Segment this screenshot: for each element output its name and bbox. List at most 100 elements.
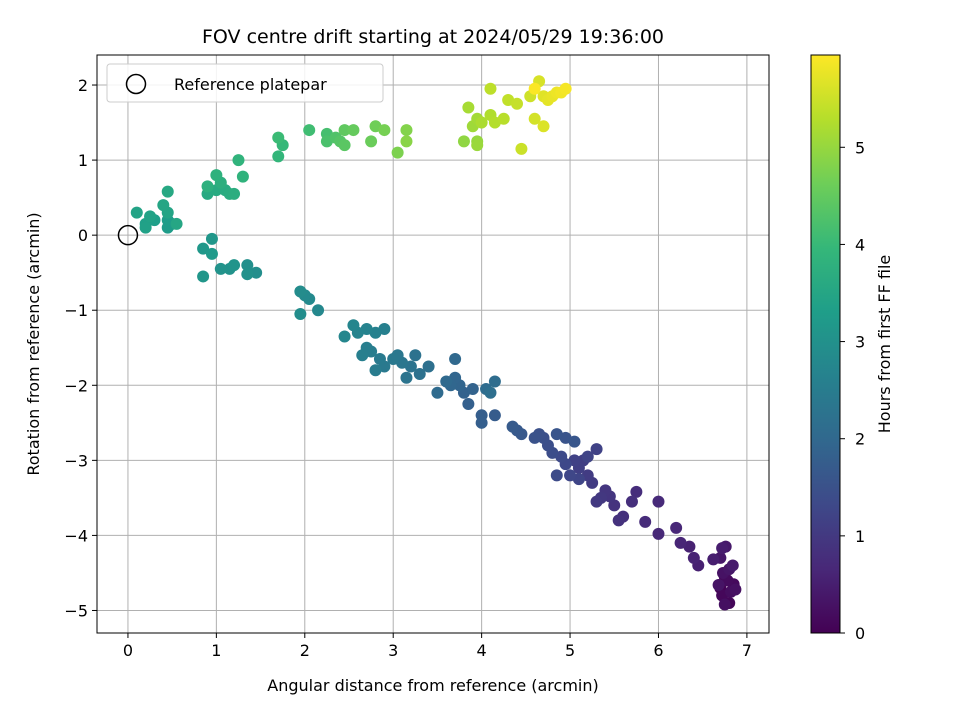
data-point — [391, 146, 404, 159]
x-axis-ticks: 0 1 2 3 4 5 6 7 — [123, 633, 752, 660]
data-point — [369, 364, 382, 377]
data-point — [236, 170, 249, 183]
data-point — [670, 521, 683, 534]
legend-reference-marker — [125, 73, 147, 95]
data-point — [687, 551, 700, 564]
colorbar-gradient — [811, 55, 840, 633]
data-point — [161, 185, 174, 198]
data-point — [511, 97, 523, 110]
data-point — [338, 124, 351, 137]
data-point — [303, 124, 316, 137]
x-tick-label: 5 — [565, 641, 575, 660]
data-point — [550, 428, 563, 441]
data-point — [431, 386, 444, 399]
data-point — [550, 469, 563, 482]
data-point — [537, 120, 550, 133]
data-point — [365, 135, 378, 148]
data-point — [564, 469, 577, 482]
colorbar-ticks: 0 1 2 3 4 5 — [840, 138, 865, 643]
data-point — [294, 285, 307, 298]
y-tick-label: −2 — [64, 376, 88, 395]
colorbar-label: Hours from first FF file — [875, 255, 894, 434]
data-point — [294, 307, 307, 320]
plot-frame — [96, 54, 770, 634]
data-point — [241, 268, 254, 281]
data-point — [559, 82, 572, 95]
data-point — [630, 485, 643, 498]
data-point — [497, 112, 510, 125]
data-point — [338, 330, 351, 343]
x-tick-label: 2 — [300, 641, 310, 660]
data-point — [462, 398, 475, 411]
y-tick-label: −5 — [64, 601, 88, 620]
data-point — [139, 221, 152, 234]
legend-box — [106, 63, 384, 103]
data-point — [484, 386, 497, 399]
data-point — [338, 139, 351, 152]
x-tick-label: 7 — [742, 641, 752, 660]
x-tick-label: 6 — [653, 641, 663, 660]
data-point — [413, 368, 426, 381]
data-point — [312, 304, 325, 317]
data-point — [590, 495, 603, 508]
data-point — [612, 514, 625, 527]
data-point — [205, 247, 218, 260]
y-tick-label: 1 — [78, 151, 88, 170]
colorbar-tick-label: 2 — [855, 430, 865, 449]
y-tick-label: −4 — [64, 526, 88, 545]
x-tick-label: 3 — [388, 641, 398, 660]
data-point — [484, 82, 497, 95]
legend-entry-label: Reference platepar — [174, 75, 327, 94]
data-point — [568, 435, 581, 448]
data-point — [716, 542, 729, 555]
y-axis-label: Rotation from reference (arcmin) — [24, 212, 43, 475]
data-point — [409, 349, 422, 362]
data-point — [528, 82, 541, 95]
legend: Reference platepar — [106, 63, 384, 103]
data-point — [449, 353, 462, 366]
data-point — [471, 139, 484, 152]
data-point — [347, 124, 360, 137]
data-point — [170, 217, 183, 230]
data-point — [214, 262, 227, 275]
data-point — [378, 124, 391, 137]
chart-title: FOV centre drift starting at 2024/05/29 … — [202, 26, 664, 48]
data-point — [466, 383, 479, 396]
data-point — [488, 375, 501, 388]
data-point — [228, 187, 241, 200]
data-point — [457, 135, 470, 148]
data-point — [718, 598, 731, 611]
y-tick-label: 0 — [78, 226, 88, 245]
data-point — [241, 259, 254, 272]
colorbar-tick-label: 5 — [855, 138, 865, 157]
data-point — [373, 353, 386, 366]
data-point — [400, 124, 413, 137]
data-point — [201, 180, 214, 193]
colorbar-tick-label: 1 — [855, 527, 865, 546]
colorbar: 0 1 2 3 4 5 Hours from first FF file — [810, 54, 894, 643]
data-point — [488, 409, 501, 422]
data-point — [347, 319, 360, 332]
reference-platepar-marker — [117, 224, 139, 246]
data-point — [608, 499, 621, 512]
data-point — [475, 416, 488, 429]
data-point — [462, 101, 475, 114]
data-point — [387, 353, 400, 366]
colorbar-tick-label: 4 — [855, 235, 865, 254]
data-point — [400, 135, 413, 148]
data-point — [272, 131, 285, 144]
y-axis-ticks: −5 −4 −3 −2 −1 0 1 2 — [64, 76, 97, 620]
data-point — [400, 371, 413, 384]
data-point — [210, 169, 223, 182]
x-tick-label: 1 — [211, 641, 221, 660]
data-point — [652, 527, 665, 540]
grid-lines — [97, 55, 769, 633]
colorbar-frame — [810, 54, 841, 634]
data-point — [250, 266, 263, 279]
data-point — [729, 583, 742, 596]
data-point — [157, 199, 170, 212]
x-tick-label: 0 — [123, 641, 133, 660]
data-point — [197, 270, 210, 283]
data-point — [205, 232, 218, 245]
y-tick-label: −1 — [64, 301, 88, 320]
